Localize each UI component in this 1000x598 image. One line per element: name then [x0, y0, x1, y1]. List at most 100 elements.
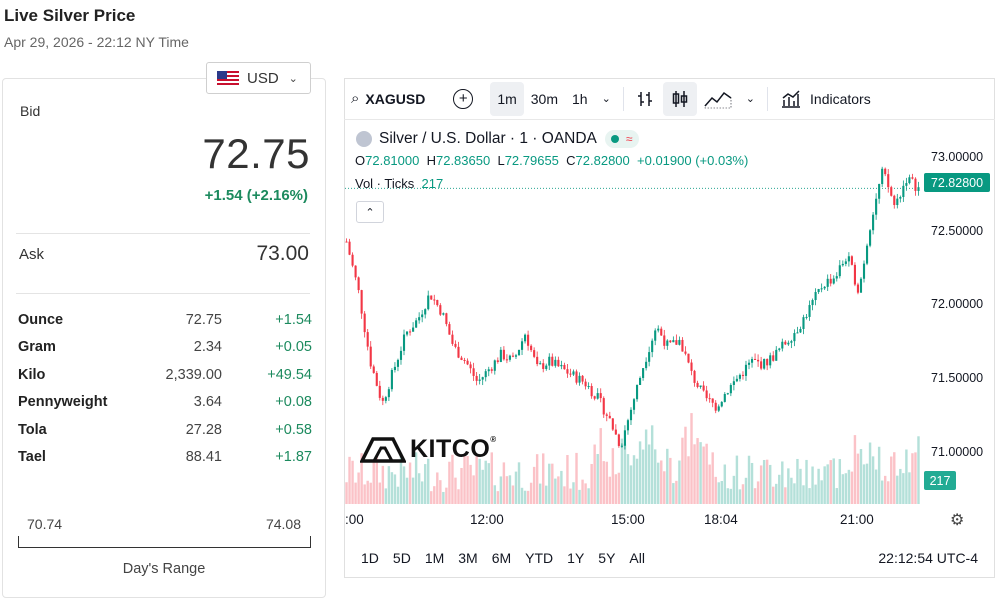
volume-bar	[793, 483, 796, 504]
bar-style-button[interactable]	[629, 82, 663, 116]
indicators-button[interactable]: Indicators	[773, 82, 878, 116]
volume-bar	[545, 485, 548, 504]
currency-select[interactable]: USD ⌄	[206, 62, 311, 94]
volume-bar	[681, 437, 684, 504]
candle-body	[796, 332, 799, 334]
unit-change: +0.58	[275, 421, 312, 438]
volume-bar	[811, 466, 814, 504]
volume-bar	[538, 483, 542, 504]
range-5d[interactable]: 5D	[392, 550, 411, 566]
volume-bar	[823, 466, 826, 504]
volume-bar	[460, 467, 463, 504]
plus-circle-icon: +	[453, 88, 474, 109]
candle-body	[614, 429, 617, 435]
volume-bar	[378, 482, 382, 504]
interval-1h[interactable]: 1h	[572, 90, 588, 107]
candle-body	[717, 406, 720, 411]
candle-body	[369, 346, 372, 367]
unit-value: 88.41	[185, 448, 222, 465]
candle-body	[530, 345, 533, 351]
volume-bar	[535, 454, 539, 504]
volume-bar	[357, 472, 360, 504]
volume-bar	[735, 455, 739, 504]
candle-body	[642, 368, 645, 378]
range-6m[interactable]: 6M	[491, 550, 512, 566]
candle-body	[648, 352, 651, 362]
y-tick: 73.00000	[931, 150, 984, 164]
interval-dropdown[interactable]: ⌄	[595, 82, 618, 116]
interval-30m[interactable]: 30m	[530, 90, 558, 107]
range-1m[interactable]: 1M	[424, 550, 445, 566]
volume-bar	[551, 463, 554, 504]
area-style-button[interactable]	[697, 82, 739, 116]
legend-collapse-button[interactable]: ⌃	[356, 201, 384, 223]
volume-bar	[859, 449, 863, 504]
range-1y[interactable]: 1Y	[567, 550, 585, 566]
candle-body	[660, 328, 663, 336]
candle-body	[905, 183, 908, 186]
candle-body	[820, 288, 823, 290]
candle-body	[856, 284, 860, 293]
volume-bar	[644, 429, 648, 504]
interval-1m[interactable]: 1m	[490, 81, 524, 116]
range-all[interactable]: All	[629, 550, 645, 566]
candle-body	[723, 393, 726, 402]
candle-body	[560, 364, 563, 367]
candle-body	[687, 353, 690, 363]
volume-bar	[514, 471, 518, 504]
candle-body	[850, 256, 853, 265]
settings-gear-icon[interactable]: ⚙	[950, 512, 965, 529]
symbol-search[interactable]: ⌕ XAGUSD	[344, 82, 432, 116]
candle-body	[484, 371, 487, 378]
volume-bar	[611, 448, 615, 504]
candle-body	[554, 359, 557, 366]
volume-bar	[505, 476, 509, 504]
volume-bar	[439, 480, 442, 504]
volume-bar	[575, 452, 578, 504]
volume-bar	[765, 459, 769, 504]
range-5y[interactable]: 5Y	[598, 550, 616, 566]
volume-bar	[669, 457, 672, 504]
candle-style-button[interactable]	[662, 81, 697, 116]
candle-body	[596, 393, 599, 399]
candle-body	[632, 399, 636, 410]
range-1d[interactable]: 1D	[361, 550, 379, 566]
candle-body	[469, 364, 472, 369]
range-3m[interactable]: 3M	[458, 550, 478, 566]
price-chart[interactable]	[345, 121, 920, 504]
high-value: 72.83650	[435, 153, 491, 168]
candle-body	[775, 349, 778, 361]
candle-body	[581, 375, 584, 382]
volume-bar	[529, 482, 533, 504]
volume-bar	[820, 480, 823, 504]
candle-body	[578, 375, 581, 383]
style-dropdown[interactable]: ⌄	[739, 82, 762, 116]
range-ytd[interactable]: YTD	[525, 550, 554, 566]
candle-body	[666, 340, 669, 346]
unit-value: 27.28	[185, 421, 222, 438]
table-row: Ounce 72.75 +1.54	[18, 312, 312, 339]
volume-bar	[702, 446, 705, 504]
table-row: Kilo 2,339.00 +49.54	[18, 367, 312, 394]
volume-bar	[772, 486, 775, 504]
time-range-bar: 1D 5D 1M 3M 6M YTD 1Y 5Y All 22:12:54 UT…	[345, 540, 994, 576]
candle-body	[744, 364, 748, 376]
volume-bar	[433, 486, 436, 504]
candle-body	[899, 196, 902, 199]
volume-bar	[596, 454, 599, 504]
table-row: Tael 88.41 +1.87	[18, 449, 312, 476]
volume-bar	[620, 438, 624, 504]
volume-bar	[436, 472, 439, 504]
volume-bar	[808, 488, 811, 504]
volume-bar	[605, 461, 608, 504]
candle-body	[869, 230, 872, 246]
candle-body	[696, 382, 699, 387]
candle-body	[711, 398, 714, 403]
candle-body	[669, 340, 672, 343]
volume-bar	[678, 460, 681, 504]
volume-bar	[841, 474, 845, 504]
indicators-label: Indicators	[810, 90, 871, 107]
compare-button[interactable]: +	[446, 82, 480, 116]
volume-bar	[880, 480, 884, 504]
volume-bar	[838, 459, 842, 504]
